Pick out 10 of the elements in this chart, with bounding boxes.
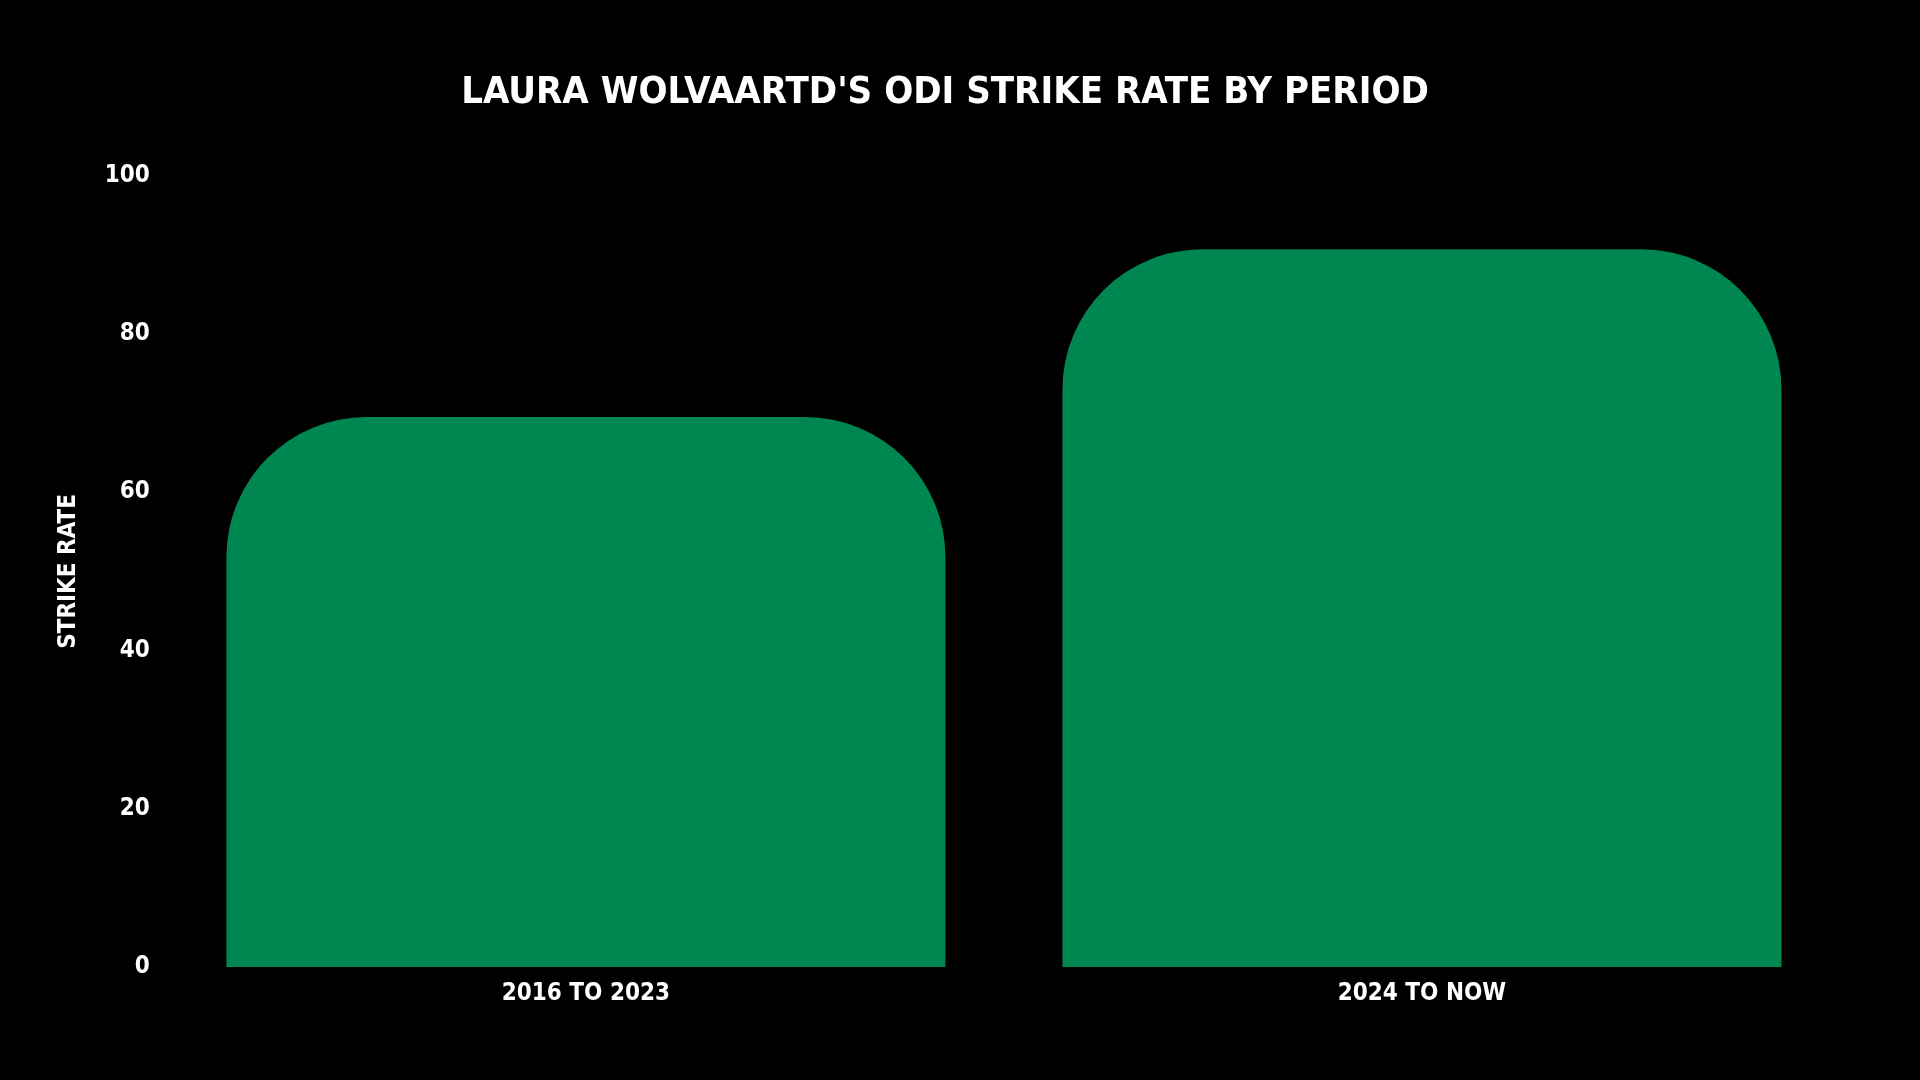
y-tick-label: 80 (119, 318, 150, 347)
x-tick-label: 2024 TO NOW (1337, 977, 1507, 1006)
y-tick-label: 60 (119, 476, 150, 505)
x-tick-label: 2016 TO 2023 (501, 977, 671, 1006)
y-tick-label: 100 (104, 159, 150, 188)
y-tick-label: 0 (134, 951, 150, 980)
chart-title: LAURA WOLVAARTD'S ODI STRIKE RATE BY PERIOD (461, 67, 1429, 112)
y-tick-label: 20 (119, 793, 150, 822)
y-axis-title: STRIKE RATE (52, 493, 81, 649)
y-tick-label: 40 (119, 634, 150, 663)
